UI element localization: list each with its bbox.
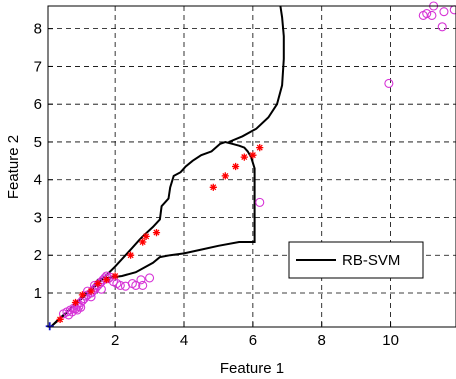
- x-tick-label: 4: [180, 332, 188, 349]
- circle-point: [384, 78, 394, 88]
- star-point: [142, 232, 150, 240]
- circle-point: [439, 7, 449, 17]
- y-tick-label: 7: [34, 58, 42, 75]
- circle-point: [427, 10, 437, 20]
- x-axis-ticks: 2 4 6 8 10: [111, 322, 399, 349]
- circle-point: [437, 22, 447, 32]
- boundary-loop: [50, 140, 256, 327]
- y-axis-label: Feature 2: [5, 135, 22, 199]
- star-point: [102, 276, 111, 284]
- star-point: [256, 144, 264, 152]
- circle-point: [138, 280, 148, 291]
- circle-point: [72, 305, 82, 315]
- star-point: [232, 162, 240, 171]
- star-point: [111, 272, 119, 280]
- boundary-branch: [228, 5, 285, 143]
- star-point: [240, 153, 248, 161]
- y-tick-label: 3: [34, 209, 42, 226]
- y-tick-label: 5: [34, 134, 42, 151]
- grid: [48, 6, 456, 327]
- x-tick-label: 2: [111, 332, 119, 349]
- star-point: [78, 291, 86, 299]
- star-point: [209, 183, 217, 191]
- star-point: [127, 251, 135, 259]
- y-axis-ticks: 1 2 3 4 5 6 7 8: [34, 21, 53, 302]
- circle-point: [103, 274, 113, 284]
- circle-point: [145, 273, 155, 283]
- circle-point: [422, 9, 432, 19]
- circle-point: [131, 280, 141, 291]
- circle-point: [96, 284, 106, 294]
- x-tick-label: 8: [318, 332, 326, 349]
- star-point: [94, 280, 102, 288]
- y-tick-label: 8: [34, 21, 42, 38]
- circle-point: [136, 275, 146, 285]
- star-point: [71, 298, 80, 307]
- star-point: [152, 229, 161, 237]
- cross-point: [45, 322, 54, 331]
- x-axis-label: Feature 1: [220, 360, 284, 377]
- y-tick-label: 1: [34, 285, 42, 302]
- star-point: [87, 287, 95, 295]
- star-point: [139, 238, 147, 246]
- y-tick-label: 4: [34, 172, 42, 189]
- plot-frame: [47, 5, 456, 328]
- y-tick-label: 6: [34, 96, 42, 113]
- y-tick-label: 2: [34, 247, 42, 264]
- x-tick-label: 6: [249, 332, 257, 349]
- x-tick-label: 10: [382, 332, 399, 349]
- circle-point: [115, 280, 125, 291]
- decision-boundary: [50, 5, 285, 327]
- legend-entry-rb-svm: RB-SVM: [342, 252, 400, 269]
- star-point: [56, 315, 64, 323]
- legend: RB-SVM: [288, 241, 424, 279]
- star-point: [249, 151, 257, 159]
- circle-point: [255, 197, 265, 207]
- data-marks: [45, 1, 456, 331]
- star-point: [221, 172, 229, 180]
